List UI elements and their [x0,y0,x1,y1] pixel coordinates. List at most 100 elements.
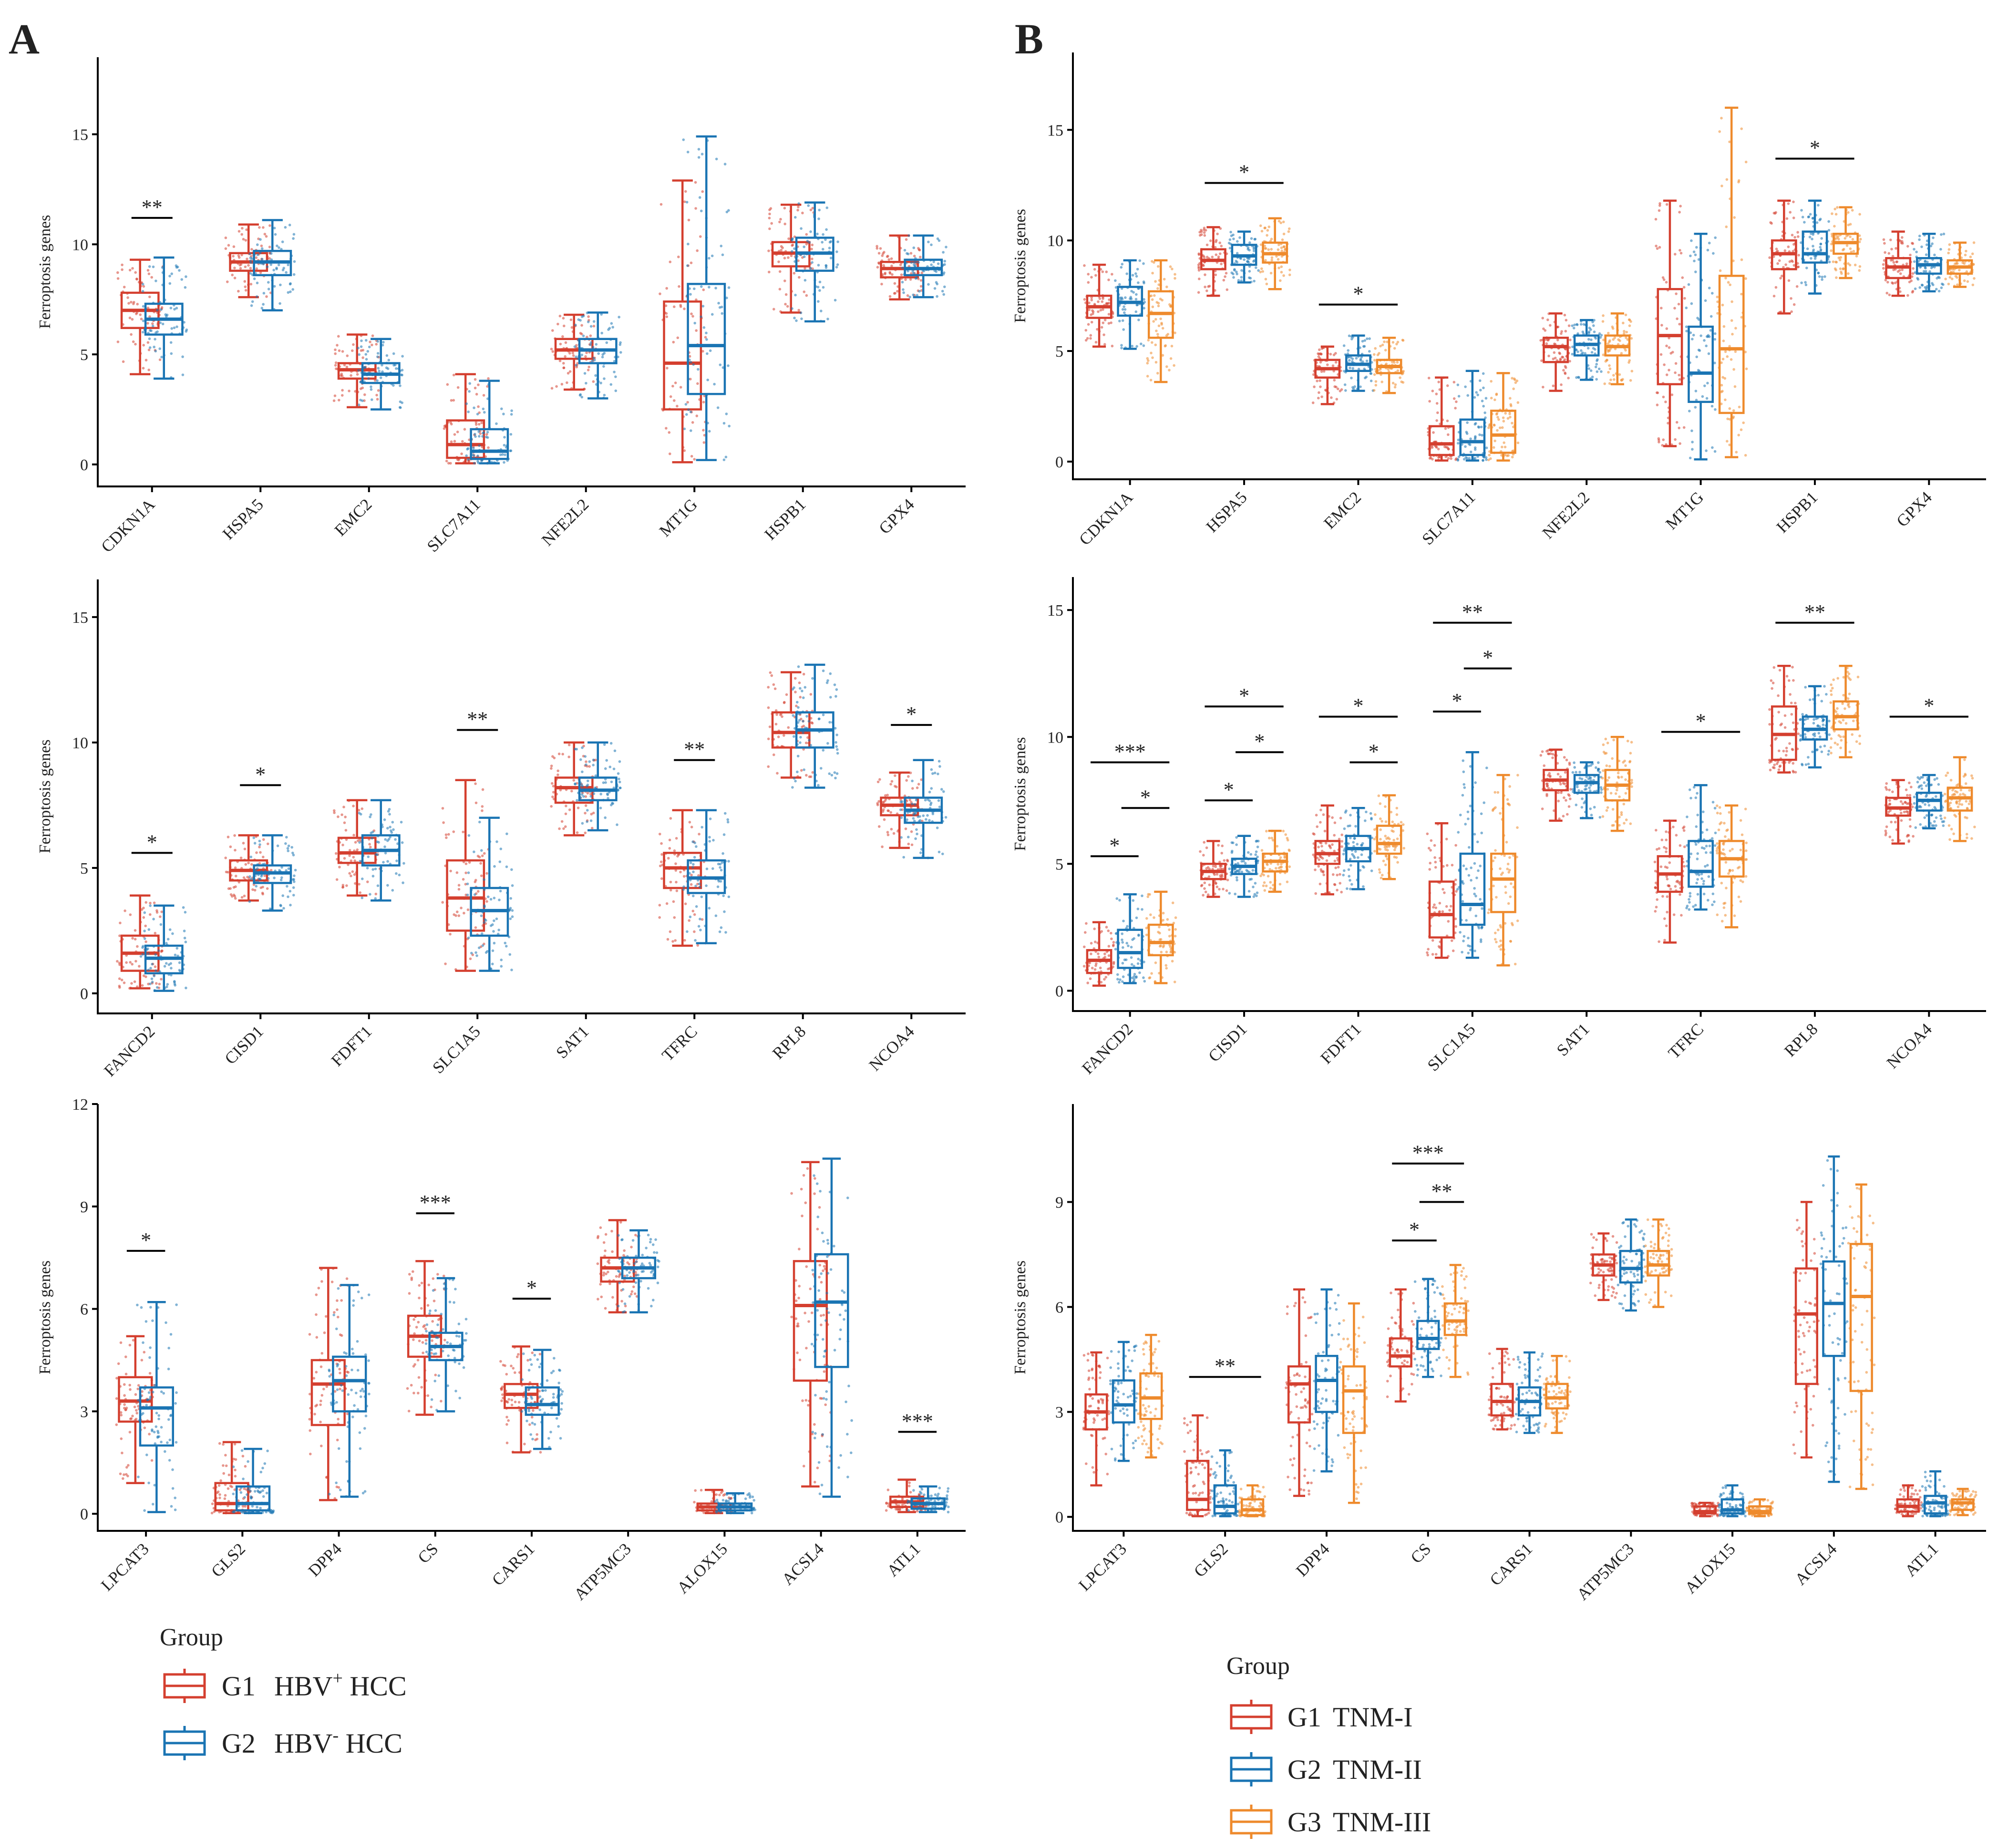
data-point [1153,294,1156,297]
data-point [352,343,355,346]
data-point [889,783,892,786]
data-point [877,252,881,255]
x-tick-label: LPCAT3 [97,1539,153,1595]
data-point [909,771,912,774]
data-point [341,350,344,353]
data-point [880,282,883,286]
data-point [594,374,597,377]
data-point [947,1487,950,1490]
data-point [1156,287,1159,290]
data-point [809,693,813,696]
data-point [123,1473,125,1476]
iqr-box [332,1355,367,1413]
data-point [930,787,933,790]
data-point [705,338,708,341]
data-point [608,1282,611,1285]
data-point [719,363,722,366]
data-point [1174,331,1176,334]
data-point [258,251,262,254]
data-point [584,795,587,798]
data-point [150,1459,154,1462]
data-point [1544,329,1547,332]
data-point [1476,393,1479,396]
data-point [599,1226,602,1229]
data-point [592,758,595,762]
data-point [1270,248,1273,251]
data-point [250,257,254,260]
data-point [1102,321,1105,324]
box-cisd1-g2 [248,834,297,912]
data-point [698,882,701,886]
data-point [227,1487,230,1490]
data-point [1464,445,1467,448]
data-point [1114,279,1117,282]
data-point [312,1377,316,1380]
data-point [919,851,922,854]
box-slc1a5-g1 [441,779,490,972]
data-point [478,435,481,438]
data-point [558,827,561,830]
data-point [1090,276,1093,279]
data-point [589,325,593,328]
data-point [822,233,824,236]
data-point [1484,416,1487,419]
data-point [908,798,911,802]
data-point [711,313,714,316]
data-point [142,305,145,308]
data-point [246,876,249,878]
data-point [1135,345,1138,348]
data-point [137,1399,140,1402]
data-point [715,157,718,161]
data-point [1214,273,1217,277]
x-tick-label: MT1G [656,495,701,540]
data-point [706,352,709,355]
data-point [339,1387,341,1391]
data-point [345,1460,348,1463]
data-point [829,240,833,243]
data-point [886,1488,890,1491]
data-point [700,315,702,319]
data-point [912,246,916,249]
data-point [824,1349,827,1352]
data-point [946,1494,948,1497]
data-point [1102,308,1104,311]
data-point [1473,396,1476,399]
data-point [889,811,892,814]
data-point [233,277,237,279]
data-point [1215,240,1217,243]
data-point [1454,407,1457,410]
data-point [1154,361,1158,364]
data-point [1228,247,1232,249]
data-point [1348,359,1351,362]
data-point [441,807,444,810]
data-point [693,841,696,845]
data-point [580,793,584,796]
data-point [899,800,902,804]
data-point [247,264,250,267]
data-point [243,1496,246,1499]
data-point [608,765,612,768]
box-slc7a11-g3 [1487,372,1520,462]
data-point [1135,293,1138,296]
data-point [1484,456,1488,459]
data-point [768,270,771,274]
data-point [239,857,243,859]
data-point [645,1247,648,1249]
data-point [882,264,885,267]
data-point [813,1423,816,1426]
box-acsl4-g2 [810,1157,853,1498]
data-point [579,319,582,322]
data-point [121,1451,124,1455]
data-point [511,915,514,918]
data-point [882,252,885,255]
data-point [1142,344,1145,347]
data-point [891,273,894,276]
data-point [483,852,486,855]
data-point [693,1501,696,1504]
data-point [246,1493,248,1496]
data-point [265,295,268,298]
data-point [1391,382,1395,385]
data-point [1090,320,1093,324]
data-point [712,839,715,842]
data-point [1496,429,1499,432]
